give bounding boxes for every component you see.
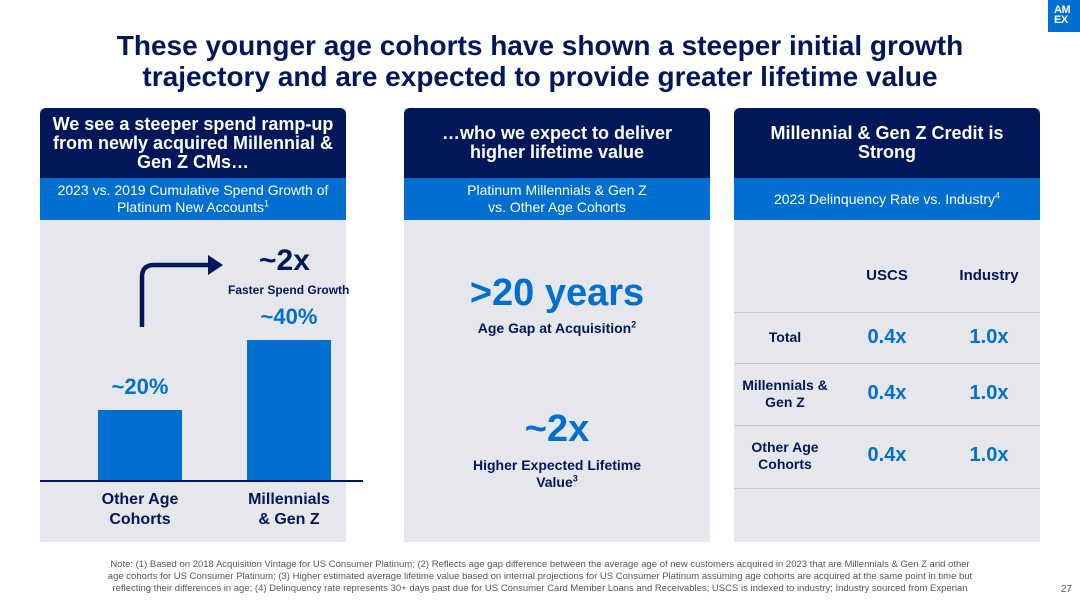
bar-value-label-1: ~40% bbox=[260, 304, 318, 329]
lifetime-value-label-line-2: Value bbox=[536, 474, 573, 490]
row-total-uscs: 0.4x bbox=[867, 326, 907, 348]
bar-value-label-0: ~20% bbox=[111, 374, 169, 399]
footnote-ref-1: 1 bbox=[264, 198, 270, 209]
age-gap-label-text: Age Gap at Acquisition bbox=[477, 320, 632, 336]
column-header-industry: Industry bbox=[959, 267, 1019, 284]
row-other-industry: 1.0x bbox=[969, 444, 1009, 466]
credit-panel: Millennial & Gen Z Credit is Strong 2023… bbox=[734, 108, 1040, 542]
lifetime-value-label: Higher Expected Lifetime Value3 bbox=[404, 457, 710, 491]
chart-baseline bbox=[40, 480, 363, 482]
credit-subheading: 2023 Delinquency Rate vs. Industry4 bbox=[734, 178, 1040, 220]
lifetime-value-multiplier: ~2x bbox=[524, 408, 590, 450]
table-row-other bbox=[734, 425, 1040, 489]
credit-heading: Millennial & Gen Z Credit is Strong bbox=[734, 108, 1040, 178]
bar-other-age-cohorts bbox=[98, 410, 182, 480]
age-gap-label: Age Gap at Acquisition2 bbox=[404, 320, 710, 337]
page-title: These younger age cohorts have shown a s… bbox=[40, 30, 1040, 92]
row-millennials-uscs: 0.4x bbox=[867, 382, 907, 404]
growth-arrow-icon bbox=[139, 255, 223, 327]
footnote-line-2: age cohorts for US Consumer Platinum; (3… bbox=[107, 571, 973, 582]
table-row-millennials bbox=[734, 363, 1040, 426]
amex-logo: AM EX bbox=[1048, 0, 1080, 32]
footnote-line-1: Note: (1) Based on 2018 Acquisition Vint… bbox=[110, 559, 970, 570]
row-other-uscs: 0.4x bbox=[867, 444, 907, 466]
row-label-other: Other Age Cohorts bbox=[751, 439, 819, 472]
spend-growth-subheading: 2023 vs. 2019 Cumulative Spend Growth of… bbox=[40, 178, 346, 220]
lifetime-value-subheading-line-2: vs. Other Age Cohorts bbox=[488, 199, 626, 215]
spend-multiplier: ~2x bbox=[259, 244, 310, 277]
category-label-1: Millennials & Gen Z bbox=[248, 491, 330, 528]
title-line-2: trajectory and are expected to provide g… bbox=[142, 61, 938, 92]
category-label-0: Other Age Cohorts bbox=[101, 491, 179, 528]
lifetime-value-heading: …who we expect to deliver higher lifetim… bbox=[404, 108, 710, 178]
page-number: 27 bbox=[1060, 584, 1072, 595]
lifetime-value-label-line-1: Higher Expected Lifetime bbox=[472, 457, 642, 473]
footnote-text: Note: (1) Based on 2018 Acquisition Vint… bbox=[40, 559, 1040, 595]
title-line-1: These younger age cohorts have shown a s… bbox=[116, 30, 964, 61]
footnote-ref-2: 2 bbox=[631, 319, 637, 330]
spend-growth-subheading-text: 2023 vs. 2019 Cumulative Spend Growth of… bbox=[57, 182, 329, 215]
age-gap-value: >20 years bbox=[469, 272, 645, 314]
row-total-industry: 1.0x bbox=[969, 326, 1009, 348]
row-label-total: Total bbox=[768, 329, 802, 345]
footnote-ref-4: 4 bbox=[995, 189, 1001, 200]
lifetime-value-panel: …who we expect to deliver higher lifetim… bbox=[404, 108, 710, 542]
footnote-ref-3: 3 bbox=[572, 473, 578, 484]
row-label-millennials: Millennials & Gen Z bbox=[742, 377, 828, 410]
table-row-total bbox=[734, 312, 1040, 364]
column-header-uscs: USCS bbox=[866, 267, 908, 284]
lifetime-value-subheading-line-1: Platinum Millennials & Gen Z bbox=[467, 182, 647, 198]
row-millennials-industry: 1.0x bbox=[969, 382, 1009, 404]
footnote-line-3: reflecting their differences in age; (4)… bbox=[112, 583, 968, 594]
spend-multiplier-label: Faster Spend Growth bbox=[228, 283, 350, 297]
spend-growth-heading: We see a steeper spend ramp-up from newl… bbox=[40, 108, 346, 178]
spend-growth-panel: We see a steeper spend ramp-up from newl… bbox=[40, 108, 346, 542]
bar-millennials-gen-z bbox=[247, 340, 331, 480]
credit-subheading-text: 2023 Delinquency Rate vs. Industry bbox=[773, 190, 995, 207]
